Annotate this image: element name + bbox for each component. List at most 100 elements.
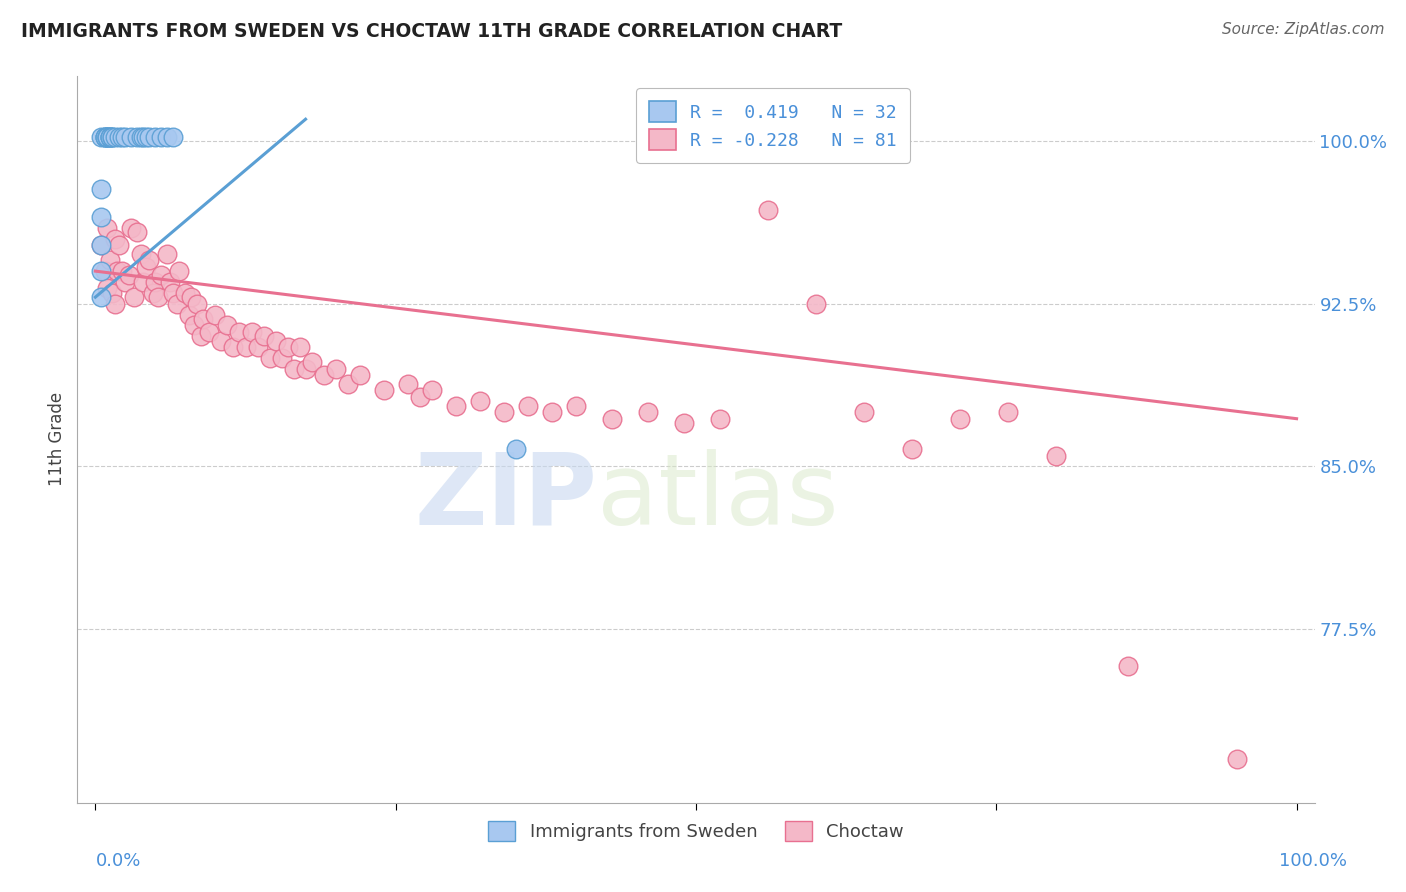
Point <box>122 290 145 304</box>
Point <box>565 399 588 413</box>
Text: IMMIGRANTS FROM SWEDEN VS CHOCTAW 11TH GRADE CORRELATION CHART: IMMIGRANTS FROM SWEDEN VS CHOCTAW 11TH G… <box>21 22 842 41</box>
Point <box>132 129 155 144</box>
Y-axis label: 11th Grade: 11th Grade <box>48 392 66 486</box>
Point <box>129 246 152 260</box>
Point <box>114 275 136 289</box>
Point <box>198 325 221 339</box>
Point <box>325 361 347 376</box>
Point <box>142 285 165 300</box>
Point <box>138 129 160 144</box>
Point <box>492 405 515 419</box>
Point <box>408 390 430 404</box>
Point <box>174 285 197 300</box>
Point <box>108 129 131 144</box>
Point <box>145 275 167 289</box>
Point <box>138 253 160 268</box>
Point <box>283 361 305 376</box>
Point <box>294 361 316 376</box>
Point <box>103 296 125 310</box>
Point <box>166 296 188 310</box>
Point <box>145 129 167 144</box>
Point <box>146 290 169 304</box>
Point <box>193 311 215 326</box>
Point <box>180 290 202 304</box>
Point <box>118 268 141 283</box>
Point <box>270 351 292 365</box>
Point <box>96 129 118 144</box>
Point <box>312 368 335 383</box>
Text: atlas: atlas <box>598 449 838 546</box>
Point <box>111 129 134 144</box>
Point <box>264 334 287 348</box>
Point <box>94 129 117 144</box>
Point <box>709 411 731 425</box>
Point <box>127 129 149 144</box>
Point <box>901 442 924 456</box>
Point <box>240 325 263 339</box>
Point <box>336 376 359 391</box>
Point <box>169 264 191 278</box>
Point <box>183 318 205 333</box>
Point <box>94 129 117 144</box>
Point <box>672 416 695 430</box>
Point <box>396 376 419 391</box>
Point <box>90 129 112 144</box>
Point <box>101 129 124 144</box>
Point <box>98 129 121 144</box>
Point <box>217 318 239 333</box>
Point <box>288 340 311 354</box>
Point <box>246 340 269 354</box>
Point <box>468 394 491 409</box>
Point <box>156 246 179 260</box>
Point <box>516 399 538 413</box>
Point <box>96 281 118 295</box>
Point <box>90 210 112 224</box>
Point <box>90 264 112 278</box>
Point <box>98 129 121 144</box>
Point <box>135 260 157 274</box>
Point <box>259 351 281 365</box>
Point <box>96 129 118 144</box>
Point <box>600 411 623 425</box>
Point <box>150 129 173 144</box>
Point <box>756 203 779 218</box>
Point <box>162 285 184 300</box>
Point <box>98 253 121 268</box>
Point <box>103 231 125 245</box>
Point <box>90 182 112 196</box>
Point <box>1225 752 1247 766</box>
Point <box>804 296 827 310</box>
Text: 100.0%: 100.0% <box>1279 852 1347 870</box>
Point <box>132 275 155 289</box>
Point <box>114 129 136 144</box>
Point <box>96 129 118 144</box>
Text: Source: ZipAtlas.com: Source: ZipAtlas.com <box>1222 22 1385 37</box>
Point <box>101 129 124 144</box>
Text: ZIP: ZIP <box>415 449 598 546</box>
Point <box>90 290 112 304</box>
Point <box>150 268 173 283</box>
Point <box>1045 449 1067 463</box>
Point <box>204 308 226 322</box>
Point <box>444 399 467 413</box>
Point <box>301 355 323 369</box>
Point <box>235 340 257 354</box>
Point <box>94 129 117 144</box>
Point <box>96 220 118 235</box>
Point <box>127 225 149 239</box>
Point <box>98 129 121 144</box>
Point <box>349 368 371 383</box>
Point <box>101 285 124 300</box>
Point <box>94 264 117 278</box>
Point <box>505 442 527 456</box>
Point <box>111 264 134 278</box>
Point <box>222 340 245 354</box>
Point <box>120 129 142 144</box>
Point <box>156 129 179 144</box>
Point <box>159 275 181 289</box>
Point <box>108 238 131 252</box>
Point <box>190 329 212 343</box>
Point <box>103 129 125 144</box>
Point <box>177 308 200 322</box>
Point <box>135 129 157 144</box>
